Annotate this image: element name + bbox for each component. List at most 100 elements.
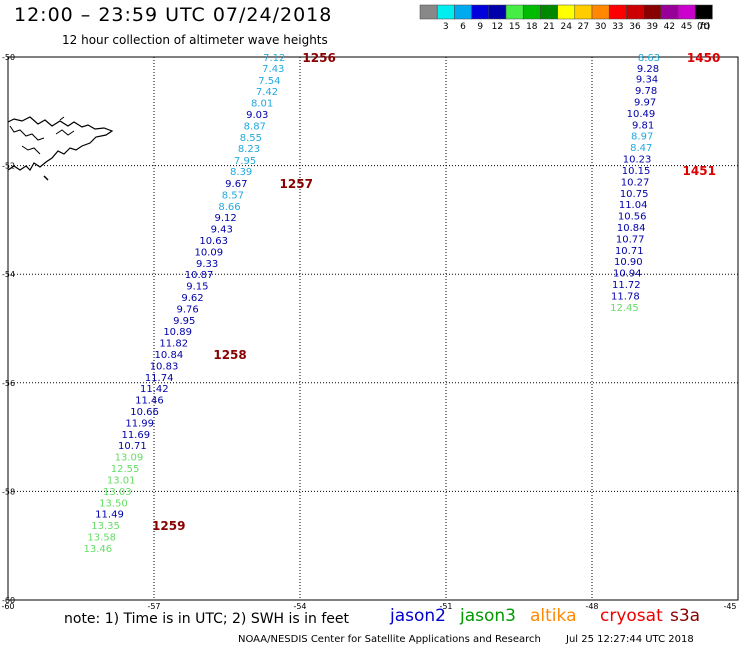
scale-swatch <box>505 4 524 20</box>
pass-time-label: 1257 <box>280 177 313 191</box>
satellite-altika: altika <box>530 606 577 626</box>
satellite-jason2: jason2 <box>390 606 446 626</box>
scale-unit: (ft) <box>697 22 711 32</box>
wave-height-value: 11.74 <box>145 373 174 384</box>
wave-height-value: 11.99 <box>125 418 154 429</box>
wave-height-value: 9.28 <box>637 64 659 75</box>
color-scale-legend: 3 6 9 12 15 18 21 24 27 30 33 36 39 42 45 70(ft) <box>419 4 713 32</box>
lon-tick-label: -57 <box>147 602 160 611</box>
lon-tick-label: -60 <box>1 602 14 611</box>
lat-tick-label: -58 <box>2 487 15 496</box>
scale-label: 6 <box>460 22 466 32</box>
scale-label: 3 <box>443 22 449 32</box>
wave-height-value: 11.82 <box>159 339 188 350</box>
wave-height-value: 10.71 <box>118 441 147 452</box>
scale-label: 36 <box>629 22 641 32</box>
wave-height-value: 9.62 <box>181 293 203 304</box>
lat-tick-label: -56 <box>2 379 15 388</box>
altimeter-track: 8.639.289.349.789.9710.499.818.978.4710.… <box>610 51 720 314</box>
map-title: 12:00 – 23:59 UTC 07/24/2018 <box>14 4 333 26</box>
lon-tick-label: -48 <box>585 602 598 611</box>
wave-height-value: 9.67 <box>225 179 247 190</box>
footer-note: note: 1) Time is in UTC; 2) SWH is in fe… <box>64 611 350 627</box>
scale-swatch <box>522 4 541 20</box>
wave-height-value: 11.69 <box>121 430 150 441</box>
scale-label: 18 <box>526 22 538 32</box>
wave-height-value: 11.46 <box>135 396 164 407</box>
pass-time-label: 1450 <box>687 51 720 65</box>
wave-height-value: 12.45 <box>610 303 639 314</box>
scale-swatch <box>454 4 472 20</box>
wave-height-value: 9.34 <box>636 75 658 86</box>
scale-swatch <box>471 4 490 20</box>
wave-height-value: 8.39 <box>230 167 252 178</box>
wave-height-value: 8.57 <box>222 190 244 201</box>
scale-swatch <box>677 4 696 20</box>
axis-tick-labels: -60 -57 -54 -51 -48 -45 -50 -52 -54 -56 -58 -60 <box>1 53 736 611</box>
wave-height-value: 10.84 <box>155 350 184 361</box>
wave-height-value: 10.87 <box>185 270 214 281</box>
wave-height-value: 8.55 <box>240 133 262 144</box>
wave-height-value: 13.50 <box>99 498 128 509</box>
lon-tick-label: -54 <box>293 602 306 611</box>
wave-height-value: 10.23 <box>623 155 652 166</box>
wave-height-value: 10.15 <box>622 166 651 177</box>
generation-timestamp: Jul 25 12:27:44 UTC 2018 <box>566 634 694 645</box>
pass-time-label: 1258 <box>213 348 246 362</box>
wave-height-value: 9.12 <box>214 213 236 224</box>
wave-height-value: 10.90 <box>614 257 643 268</box>
wave-height-value: 13.58 <box>87 532 116 543</box>
satellite-s3a: s3a <box>670 606 701 626</box>
lat-tick-label: -50 <box>2 53 15 62</box>
wave-height-value: 13.35 <box>91 521 120 532</box>
wave-height-value: 10.77 <box>616 234 645 245</box>
scale-label: 12 <box>492 22 503 32</box>
scale-label: 45 <box>681 22 692 32</box>
wave-height-value: 8.97 <box>631 132 653 143</box>
satellite-jason3: jason3 <box>460 606 516 626</box>
wave-height-value: 10.63 <box>199 236 228 247</box>
scale-label: 15 <box>509 22 520 32</box>
wave-height-value: 9.33 <box>196 259 218 270</box>
lat-lon-grid <box>7 56 739 601</box>
wave-height-value: 7.95 <box>234 156 256 167</box>
wave-height-value: 9.81 <box>632 120 654 131</box>
wave-height-value: 7.54 <box>258 76 280 87</box>
scale-label: 21 <box>543 22 554 32</box>
scale-label: 39 <box>646 22 658 32</box>
scale-label: 33 <box>612 22 623 32</box>
scale-swatch <box>419 4 438 20</box>
wave-height-value: 11.72 <box>612 280 641 291</box>
wave-height-value: 10.94 <box>613 269 642 280</box>
wave-height-value: 7.12 <box>263 53 285 64</box>
wave-height-value: 10.66 <box>130 407 159 418</box>
wave-height-value: 13.03 <box>103 487 132 498</box>
lon-tick-label: -45 <box>723 602 736 611</box>
wave-height-value: 9.97 <box>634 98 656 109</box>
wave-height-value: 10.75 <box>620 189 649 200</box>
lat-tick-label: -52 <box>2 162 15 171</box>
wave-height-value: 11.42 <box>140 384 169 395</box>
lat-tick-label: -60 <box>2 596 15 605</box>
wave-height-value: 11.49 <box>95 510 124 521</box>
wave-height-value: 10.71 <box>615 246 644 257</box>
wave-height-value: 10.56 <box>618 212 647 223</box>
altimeter-tracks: 7.127.437.547.428.019.038.878.558.237.95… <box>84 51 721 555</box>
wave-height-value: 10.27 <box>621 177 650 188</box>
pass-time-label: 1256 <box>302 51 335 65</box>
scale-label: 30 <box>595 22 607 32</box>
wave-height-value: 8.47 <box>630 143 652 154</box>
scale-label: 9 <box>477 22 483 32</box>
wave-height-value: 9.95 <box>173 316 195 327</box>
wave-height-value: 9.03 <box>246 110 268 121</box>
scale-swatch <box>591 4 610 20</box>
wave-height-value: 13.46 <box>84 544 113 555</box>
pass-time-label: 1451 <box>683 164 716 178</box>
scale-swatch <box>626 4 644 20</box>
lat-tick-label: -54 <box>2 270 15 279</box>
scale-swatch <box>660 4 679 20</box>
scale-swatch <box>694 4 713 20</box>
scale-swatch <box>540 4 558 20</box>
wave-height-value: 10.84 <box>617 223 646 234</box>
map-subtitle: 12 hour collection of altimeter wave hei… <box>62 33 328 47</box>
